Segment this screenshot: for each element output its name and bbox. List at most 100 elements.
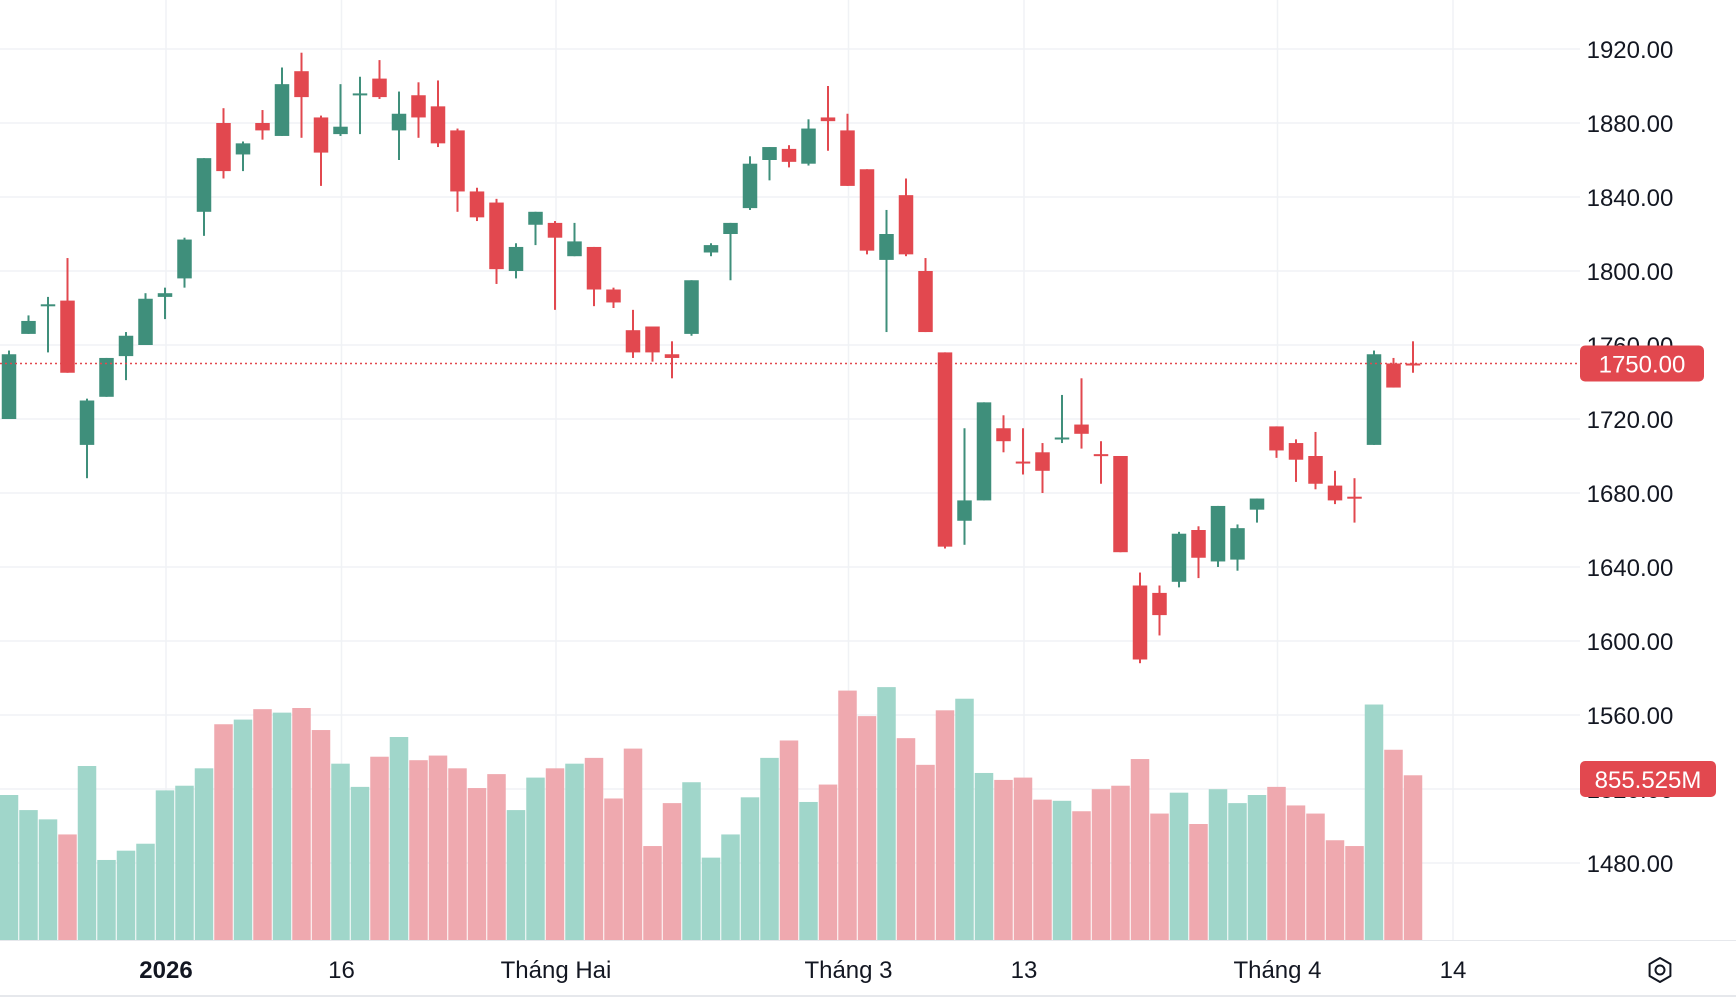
candle-body (430, 106, 446, 144)
volume-bar (643, 846, 662, 940)
candle-body (216, 123, 231, 172)
volume-bar (955, 698, 974, 940)
candle (1327, 470, 1343, 505)
volume-bar (1325, 840, 1345, 940)
candle (1347, 478, 1362, 523)
candle-body (1288, 443, 1304, 460)
volume-bar (370, 756, 389, 940)
volume-bar (97, 859, 116, 940)
candle (235, 141, 251, 172)
candle (469, 187, 485, 222)
candle-body (1269, 426, 1284, 451)
candle-body (372, 78, 387, 98)
volume-bar (467, 788, 487, 940)
candle-body (274, 84, 290, 136)
volume-bar (253, 709, 272, 940)
volume-bar (584, 757, 604, 940)
time-tick-label: Tháng 4 (1233, 957, 1321, 984)
volume-bar (506, 810, 526, 940)
volume-bar (760, 757, 779, 940)
volume-bar (799, 801, 818, 940)
candle-body (255, 123, 270, 131)
volume-bar (1384, 749, 1403, 940)
volume-bar (818, 784, 838, 940)
candle (1113, 456, 1128, 553)
candle-body (664, 354, 680, 358)
candle-body (352, 93, 368, 96)
candle-body (1074, 424, 1089, 434)
time-tick-label: 2026 (139, 957, 192, 984)
candle (937, 352, 953, 549)
volume-bar (1169, 792, 1189, 940)
volume-bar (1072, 811, 1091, 940)
candle-body (21, 320, 36, 334)
candle-body (723, 222, 738, 234)
time-tick-label: Tháng Hai (501, 957, 612, 984)
candle (1249, 498, 1265, 523)
candle-body (703, 245, 719, 253)
volume-bar (214, 724, 233, 940)
volume-bar (155, 790, 175, 940)
candle-body (528, 211, 543, 225)
price-tick-label: 1880.00 (1587, 111, 1674, 138)
volume-bar (1111, 785, 1130, 940)
volume-bar (701, 857, 721, 940)
candle (1230, 524, 1245, 571)
candle-body (1405, 363, 1421, 366)
volume-bar (409, 760, 428, 940)
volume-bar (448, 768, 467, 940)
candle-body (840, 130, 855, 186)
candle (1152, 585, 1167, 636)
candle (801, 119, 816, 166)
candle-body (762, 147, 777, 160)
volume-bar (545, 768, 565, 940)
settings-button[interactable] (1640, 950, 1680, 990)
price-tick-label: 1600.00 (1587, 629, 1674, 656)
candle-body (1191, 530, 1206, 558)
volume-bar (272, 712, 292, 940)
candle-body (567, 241, 582, 257)
candle (1269, 426, 1284, 458)
volume-bar (487, 774, 506, 940)
candle (157, 287, 173, 320)
candle (352, 76, 368, 135)
candle-body (196, 158, 212, 212)
candle-body (820, 117, 836, 122)
candle (177, 237, 192, 288)
candle-body (645, 326, 660, 353)
volume-bar (1228, 803, 1247, 940)
candle-body (177, 239, 192, 279)
candle (859, 169, 875, 255)
volume-bar (1286, 805, 1306, 940)
candle (391, 91, 407, 160)
candle (996, 415, 1011, 453)
candle (489, 198, 504, 284)
candle (1093, 441, 1109, 484)
candle (781, 145, 797, 168)
volume-bar (1247, 795, 1267, 940)
volume-bar (682, 782, 701, 940)
candle (528, 211, 543, 246)
candle-body (781, 148, 797, 162)
candle-body (1327, 485, 1343, 501)
candle-body (606, 289, 621, 303)
time-tick-label: 14 (1440, 957, 1467, 984)
time-axis[interactable]: 2026 16 Tháng Hai Tháng 3 13 Tháng 4 14 (0, 940, 1736, 997)
volume-bar (526, 777, 545, 940)
candle-body (976, 402, 992, 501)
price-axis[interactable]: 1480.001520.001560.001600.001640.001680.… (1587, 37, 1674, 878)
candle (586, 246, 602, 307)
volume-bar (1306, 813, 1325, 940)
gear-icon (1648, 957, 1672, 983)
volume-bar (604, 798, 623, 940)
price-tick-label: 1800.00 (1587, 259, 1674, 286)
candle-body (1, 354, 17, 419)
candle (60, 258, 75, 373)
candle (1074, 378, 1089, 449)
volume-bar (175, 785, 194, 940)
candle-body (138, 298, 153, 345)
candle (703, 243, 719, 257)
volume-bar (1364, 704, 1384, 940)
